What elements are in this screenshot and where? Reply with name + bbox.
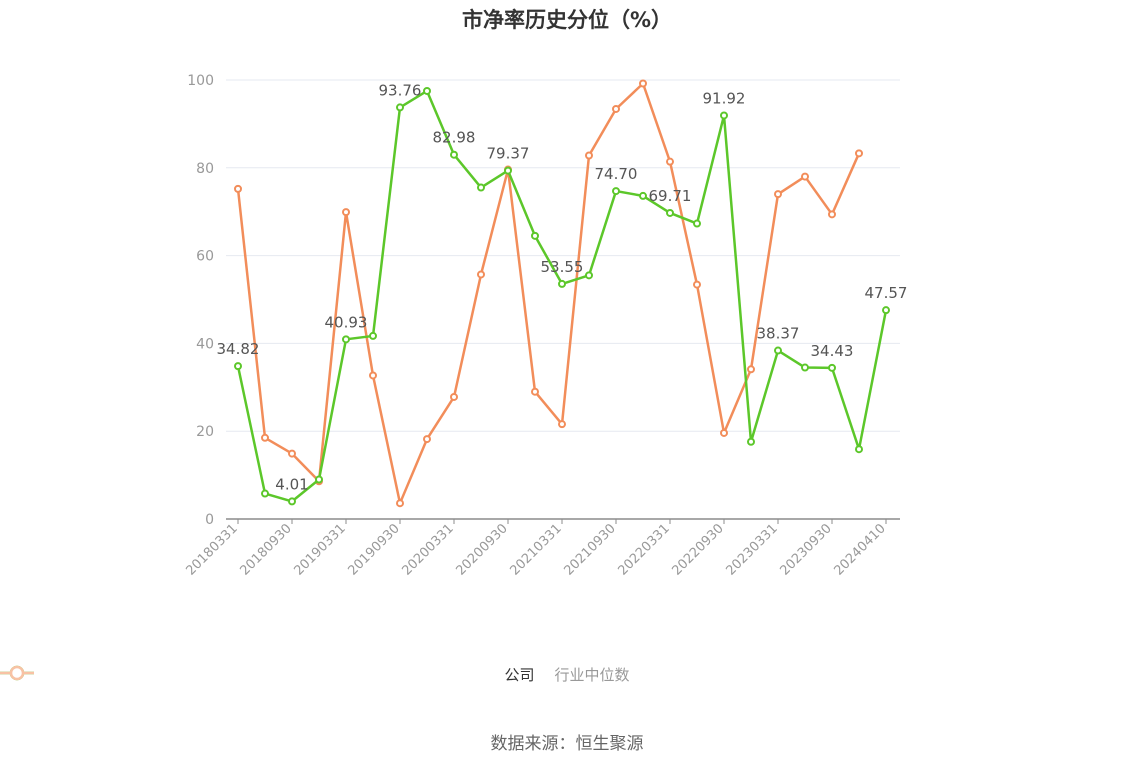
y-tick-label: 100 [187, 73, 214, 89]
data-point-industry-median [585, 151, 593, 160]
data-label-company: 34.82 [217, 340, 260, 358]
legend: 公司 行业中位数 [0, 664, 1134, 685]
y-tick-label: 80 [196, 161, 214, 177]
x-tick-label: 20180331 [183, 521, 240, 578]
data-point-industry-median [693, 280, 701, 289]
data-point-industry-median [828, 210, 836, 219]
data-point-industry-median [666, 157, 674, 166]
x-tick-label: 20230930 [777, 521, 834, 578]
data-source: 数据来源：恒生聚源 [490, 734, 644, 754]
data-point-company [774, 346, 782, 355]
legend-item-industry-median[interactable]: 行业中位数 [0, 664, 630, 685]
data-label-company: 4.01 [275, 475, 308, 493]
data-point-industry-median [342, 208, 350, 217]
data-point-industry-median [423, 435, 431, 444]
x-tick-label: 20190930 [345, 521, 402, 578]
data-point-company [423, 86, 431, 95]
data-point-company [828, 363, 836, 372]
data-point-company [801, 363, 809, 372]
data-point-company [504, 166, 512, 175]
data-point-industry-median [801, 172, 809, 181]
x-tick-label: 20230331 [723, 521, 780, 578]
data-label-company: 34.43 [811, 342, 854, 360]
data-point-industry-median [288, 449, 296, 458]
data-point-industry-median [450, 392, 458, 401]
data-point-industry-median [855, 149, 863, 158]
data-label-company: 53.55 [541, 258, 584, 276]
data-point-company [693, 219, 701, 228]
data-point-company [315, 475, 323, 484]
data-point-industry-median [261, 433, 269, 442]
x-tick-label: 20200331 [399, 521, 456, 578]
x-tick-label: 20220331 [615, 521, 672, 578]
data-point-industry-median [747, 365, 755, 374]
data-point-industry-median [396, 499, 404, 508]
data-label-company: 69.71 [649, 187, 692, 205]
data-point-industry-median [369, 371, 377, 380]
x-tick-label: 20240410 [831, 521, 888, 578]
data-point-company [396, 103, 404, 112]
data-label-company: 91.92 [703, 89, 746, 107]
legend-marker-industry-median [0, 665, 34, 681]
data-label-company: 74.70 [595, 165, 638, 183]
data-point-company [450, 150, 458, 159]
data-point-company [288, 497, 296, 506]
chart-title: 市净率历史分位（%） [461, 8, 673, 32]
x-tick-label: 20210331 [507, 521, 564, 578]
data-point-company [342, 335, 350, 344]
x-tick-label: 20190331 [291, 521, 348, 578]
y-tick-label: 40 [196, 336, 214, 352]
data-point-company [639, 191, 647, 200]
series-line-industry-median [236, 82, 861, 505]
legend-label-company: 公司 [504, 666, 535, 684]
data-point-industry-median [234, 184, 242, 193]
data-point-company [612, 187, 620, 196]
data-point-company [666, 208, 674, 217]
data-label-company: 79.37 [487, 145, 530, 163]
y-tick-label: 0 [205, 512, 214, 528]
legend-item-company[interactable]: 公司 [0, 664, 535, 685]
data-point-industry-median [720, 428, 728, 437]
data-point-company [261, 489, 269, 498]
data-point-industry-median [531, 387, 539, 396]
x-tick-label: 20220930 [669, 521, 726, 578]
data-point-industry-median [477, 270, 485, 279]
data-label-company: 82.98 [433, 129, 476, 147]
legend-label-industry-median: 行业中位数 [554, 666, 630, 684]
y-tick-label: 20 [196, 424, 214, 440]
data-point-company [747, 437, 755, 446]
data-point-company [531, 231, 539, 240]
data-point-industry-median [558, 420, 566, 429]
data-label-company: 93.76 [379, 81, 422, 99]
data-point-company [369, 331, 377, 340]
data-point-industry-median [774, 190, 782, 199]
data-label-company: 38.37 [757, 325, 800, 343]
y-tick-label: 60 [196, 249, 214, 265]
x-tick-label: 20200930 [453, 521, 510, 578]
data-point-industry-median [612, 104, 620, 113]
x-tick-label: 20180930 [237, 521, 294, 578]
series-line-company [236, 89, 888, 503]
data-point-company [234, 362, 242, 371]
data-point-industry-median [639, 79, 647, 88]
data-point-company [477, 183, 485, 192]
data-point-company [882, 306, 890, 315]
data-point-company [855, 445, 863, 454]
data-label-company: 40.93 [325, 313, 368, 331]
data-point-company [558, 279, 566, 288]
data-label-company: 47.57 [865, 284, 908, 302]
data-point-company [585, 271, 593, 280]
x-tick-label: 20210930 [561, 521, 618, 578]
data-point-company [720, 111, 728, 120]
